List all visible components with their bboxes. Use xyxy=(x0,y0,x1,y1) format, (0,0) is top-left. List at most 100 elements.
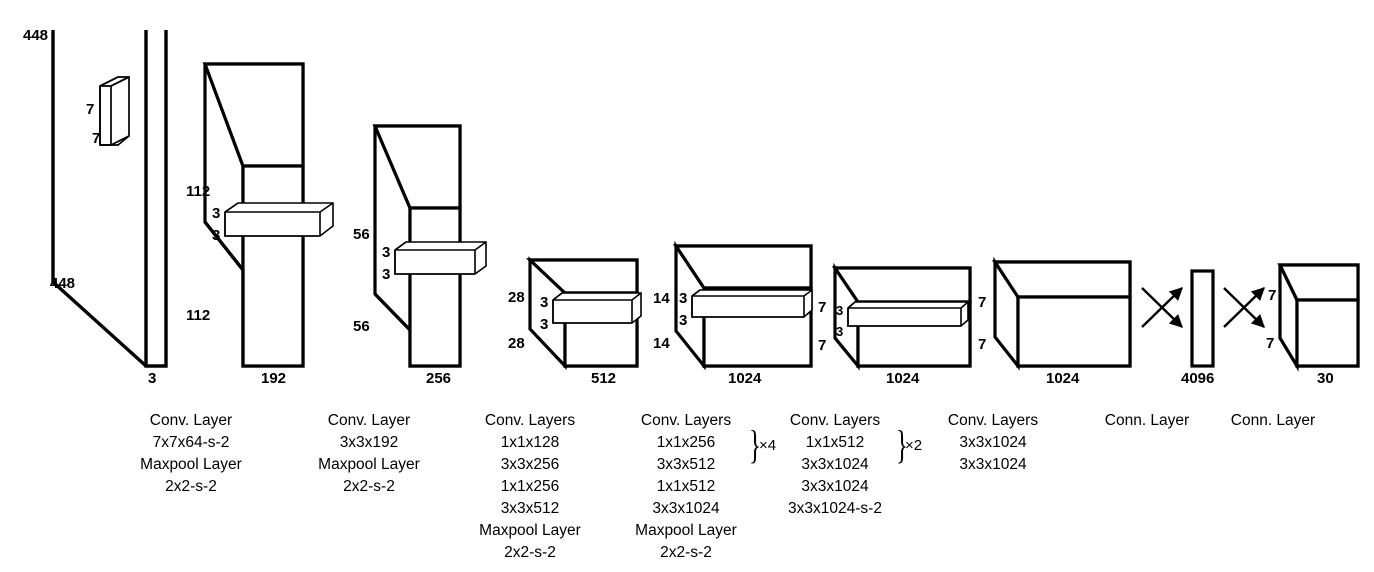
caption-block-8: Conn. Layer xyxy=(1190,410,1356,432)
caption-line: 1x1x512 xyxy=(656,478,716,495)
kernel-outline xyxy=(691,289,813,318)
caption-line: 3x3x1024-s-2 xyxy=(788,500,882,517)
input-height-label: 448 xyxy=(23,27,48,44)
conv2-front-face xyxy=(408,206,462,368)
caption-line: 2x2-s-2 xyxy=(343,478,395,495)
caption-line: Conv. Layers xyxy=(789,412,881,429)
kernel-conv4-w-label: 3 xyxy=(679,312,687,329)
caption-line: Maxpool Layer xyxy=(318,456,420,473)
conv4-height-label: 14 xyxy=(653,290,670,307)
conv5-channels-label: 1024 xyxy=(886,370,920,387)
caption-line: 7x7x64-s-2 xyxy=(152,434,230,451)
input-depth-label: 448 xyxy=(50,275,75,292)
caption-line: 1x1x128 xyxy=(500,434,560,451)
kernel-outline xyxy=(224,202,334,237)
caption-line: 3x3x1024 xyxy=(959,434,1027,451)
caption-line: 3x3x512 xyxy=(500,500,560,517)
input-front-face xyxy=(144,30,168,368)
kernel-conv1-h-label: 3 xyxy=(212,205,220,222)
conv4-channels-label: 1024 xyxy=(728,370,762,387)
caption-line: 3x3x1024 xyxy=(801,456,869,473)
input-perspective-edge xyxy=(51,30,148,368)
kernel-conv4-h-label: 3 xyxy=(679,290,687,307)
kernel-side-edges xyxy=(110,76,130,146)
volume-conv6 xyxy=(992,256,1132,371)
kernel-3x3-conv2 xyxy=(394,241,487,275)
caption-line: Maxpool Layer xyxy=(635,522,737,539)
conv2-channels-label: 256 xyxy=(426,370,451,387)
conv2-bottom-edge xyxy=(373,292,412,332)
caption-block-2: Conv. Layer 3x3x192 Maxpool Layer 2x2-s-… xyxy=(288,410,450,498)
input-channels-label: 3 xyxy=(148,370,156,387)
conv4-depth-label: 14 xyxy=(653,335,670,352)
conv3-depth-label: 28 xyxy=(508,335,525,352)
caption-block-4: Conv. Layers 1x1x256 3x3x512 1x1x512 3x3… xyxy=(603,410,769,564)
kernel-edges xyxy=(847,301,969,327)
conv6-front-face xyxy=(1016,295,1132,368)
kernel-conv5-w-label: 3 xyxy=(836,324,843,339)
fc2-height-label: 7 xyxy=(1268,287,1276,304)
caption-line: Conv. Layer xyxy=(149,412,233,429)
caption-line: Maxpool Layer xyxy=(479,522,581,539)
fc1-slab xyxy=(1190,269,1215,368)
conv5-top-face xyxy=(831,266,972,304)
volume-input xyxy=(51,30,168,368)
caption-line: Conv. Layers xyxy=(640,412,732,429)
kernel-edges xyxy=(224,202,334,237)
kernel-7x7-input xyxy=(99,76,130,146)
kernel-edges xyxy=(691,289,813,318)
conv1-height-label: 112 xyxy=(186,183,210,200)
volume-fc2 xyxy=(1277,263,1360,372)
repeat-count-5: ×2 xyxy=(905,437,923,454)
kernel-edges xyxy=(394,241,487,275)
caption-line: Conn. Layer xyxy=(1230,412,1316,429)
kernel-conv2-w-label: 3 xyxy=(382,266,390,283)
conv6-top-face xyxy=(992,260,1132,299)
caption-line: 2x2-s-2 xyxy=(660,544,712,561)
repeat-count-4: ×4 xyxy=(759,437,777,454)
repeat-brace-4: } xyxy=(749,422,761,467)
caption-block-3: Conv. Layers 1x1x128 3x3x256 1x1x256 3x3… xyxy=(447,410,613,564)
kernel-conv3-w-label: 3 xyxy=(540,316,548,333)
kernel-conv1-w-label: 3 xyxy=(212,227,220,244)
kernel-conv2-h-label: 3 xyxy=(382,244,390,261)
fc2-depth-label: 7 xyxy=(1266,335,1274,352)
conv1-channels-label: 192 xyxy=(261,370,286,387)
kernel-edges xyxy=(552,292,642,324)
connector-fc-crossing-1 xyxy=(1141,287,1183,328)
caption-line: 1x1x512 xyxy=(805,434,865,451)
caption-line: 3x3x1024 xyxy=(959,456,1027,473)
caption-block-1: Conv. Layer 7x7x64-s-2 Maxpool Layer 2x2… xyxy=(110,410,272,498)
kernel-conv3-h-label: 3 xyxy=(540,294,548,311)
arrow-down-2 xyxy=(1223,287,1265,328)
conv6-channels-label: 1024 xyxy=(1046,370,1080,387)
caption-line: 1x1x256 xyxy=(500,478,560,495)
caption-block-6: Conv. Layers 3x3x1024 3x3x1024 xyxy=(910,410,1076,476)
caption-block-7: Conn. Layer xyxy=(1064,410,1230,432)
conv3-channels-label: 512 xyxy=(591,370,616,387)
kernel-3x3-conv3 xyxy=(552,292,642,324)
kernel-input-w-label: 7 xyxy=(92,130,100,147)
kernel-3x3-conv1 xyxy=(224,202,334,237)
caption-line: 2x2-s-2 xyxy=(165,478,217,495)
caption-line: Conv. Layer xyxy=(327,412,411,429)
kernel-input-h-label: 7 xyxy=(86,101,94,118)
caption-line: Conn. Layer xyxy=(1104,412,1190,429)
caption-line: Conv. Layers xyxy=(947,412,1039,429)
conv2-depth-label: 56 xyxy=(353,318,370,335)
kernel-3x3-conv5 xyxy=(847,301,969,327)
kernel-conv5-h-label: 3 xyxy=(836,303,843,318)
fc1-channels-label: 4096 xyxy=(1181,370,1214,387)
kernel-3x3-conv4 xyxy=(691,289,813,318)
repeat-brace-5: } xyxy=(896,422,908,467)
conv5-height-label: 7 xyxy=(818,299,826,316)
conv6-height-label: 7 xyxy=(978,294,986,311)
conv1-front-face xyxy=(241,164,305,368)
caption-line: Maxpool Layer xyxy=(140,456,242,473)
conv5-depth-label: 7 xyxy=(818,337,826,354)
kernel-outline xyxy=(99,76,130,146)
conv6-depth-label: 7 xyxy=(978,336,986,353)
conv3-height-label: 28 xyxy=(508,289,525,306)
caption-line: 3x3x1024 xyxy=(652,500,720,517)
